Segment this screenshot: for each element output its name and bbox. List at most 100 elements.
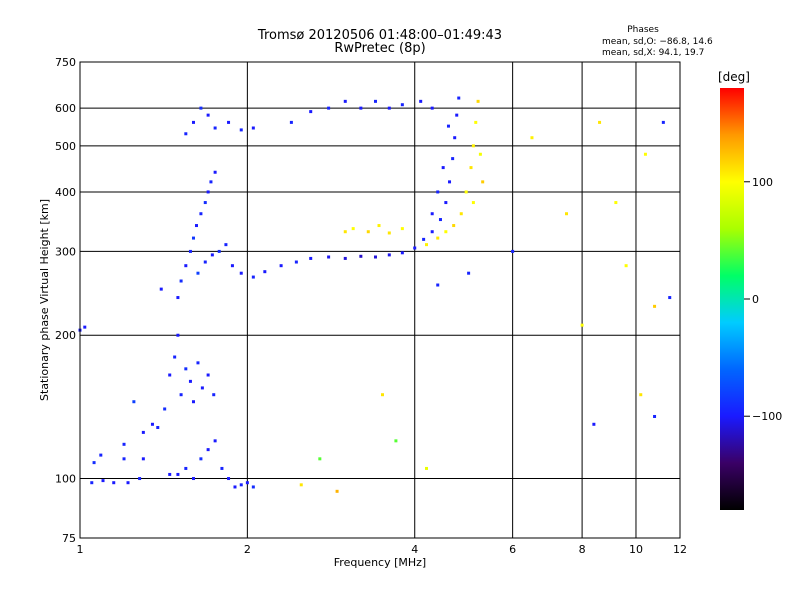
- data-point: [472, 201, 475, 204]
- data-point: [413, 247, 416, 250]
- data-point: [470, 166, 473, 169]
- data-point: [220, 467, 223, 470]
- x-tick-label: 4: [411, 543, 418, 556]
- data-point: [388, 231, 391, 234]
- data-point: [142, 457, 145, 460]
- data-point: [439, 218, 442, 221]
- data-point: [452, 224, 455, 227]
- data-point: [431, 230, 434, 233]
- data-point: [359, 107, 362, 110]
- data-point: [211, 253, 214, 256]
- data-point: [180, 393, 183, 396]
- data-point: [214, 171, 217, 174]
- data-point: [300, 483, 303, 486]
- data-point: [344, 230, 347, 233]
- data-point: [142, 431, 145, 434]
- data-point: [336, 490, 339, 493]
- data-point: [123, 457, 126, 460]
- data-point: [598, 121, 601, 124]
- data-point: [224, 243, 227, 246]
- data-point: [653, 415, 656, 418]
- data-point: [453, 136, 456, 139]
- data-point: [246, 481, 249, 484]
- chart-subtitle: RwPretec (8p): [334, 41, 425, 56]
- data-point: [207, 190, 210, 193]
- data-point: [99, 454, 102, 457]
- data-point: [431, 107, 434, 110]
- data-point: [327, 256, 330, 259]
- data-point: [344, 100, 347, 103]
- stats-title: Phases: [627, 25, 659, 35]
- data-point: [192, 477, 195, 480]
- data-point: [378, 224, 381, 227]
- data-point: [290, 121, 293, 124]
- data-point: [180, 280, 183, 283]
- data-point: [138, 477, 141, 480]
- data-point: [465, 190, 468, 193]
- data-point: [280, 264, 283, 267]
- data-point: [479, 153, 482, 156]
- data-point: [401, 227, 404, 230]
- data-point: [240, 128, 243, 131]
- data-point: [204, 261, 207, 264]
- data-point: [112, 481, 115, 484]
- data-point: [252, 276, 255, 279]
- data-point: [204, 201, 207, 204]
- data-point: [565, 212, 568, 215]
- data-point: [472, 144, 475, 147]
- data-point: [212, 393, 215, 396]
- x-axis-label: Frequency [MHz]: [334, 556, 426, 569]
- data-point: [233, 485, 236, 488]
- stats-line-x: mean, sd,X: 94.1, 19.7: [602, 48, 704, 58]
- x-tick-label: 6: [509, 543, 516, 556]
- data-point: [196, 361, 199, 364]
- data-point: [374, 100, 377, 103]
- x-tick-label: 1: [77, 543, 84, 556]
- data-point: [93, 461, 96, 464]
- colorbar-tick-label: 0: [752, 293, 759, 306]
- y-tick-label: 500: [55, 140, 76, 153]
- data-point: [207, 374, 210, 377]
- data-point: [653, 305, 656, 308]
- data-point: [184, 467, 187, 470]
- data-point: [209, 180, 212, 183]
- y-axis-ticks: 75 100 200 300 400 500 600 750: [55, 56, 76, 545]
- data-point: [163, 407, 166, 410]
- data-point: [477, 100, 480, 103]
- colorbar-tick-label: 100: [752, 176, 773, 189]
- data-point: [394, 439, 397, 442]
- data-point: [614, 201, 617, 204]
- data-point: [481, 180, 484, 183]
- data-point: [444, 201, 447, 204]
- data-point: [102, 479, 105, 482]
- y-tick-label: 75: [62, 532, 76, 545]
- data-point: [309, 110, 312, 113]
- data-point: [644, 153, 647, 156]
- data-point: [176, 473, 179, 476]
- data-point: [189, 380, 192, 383]
- data-point: [192, 237, 195, 240]
- x-axis-ticks: 1 2 4 6 8 10 12: [77, 543, 688, 556]
- y-tick-label: 600: [55, 102, 76, 115]
- data-point: [227, 477, 230, 480]
- y-tick-label: 400: [55, 186, 76, 199]
- data-point: [581, 324, 584, 327]
- data-point: [151, 423, 154, 426]
- data-point: [388, 253, 391, 256]
- data-point: [436, 190, 439, 193]
- data-point: [127, 481, 130, 484]
- data-point: [431, 212, 434, 215]
- data-point: [240, 272, 243, 275]
- plot-frame: [80, 62, 680, 538]
- data-point: [442, 166, 445, 169]
- data-point: [263, 270, 266, 273]
- grid-lines: [80, 62, 680, 538]
- y-axis-label: Stationary phase Virtual Height [km]: [38, 199, 51, 401]
- data-point: [160, 288, 163, 291]
- colorbar: [720, 88, 744, 510]
- data-point: [318, 457, 321, 460]
- data-point: [231, 264, 234, 267]
- y-tick-label: 300: [55, 245, 76, 258]
- data-point: [530, 136, 533, 139]
